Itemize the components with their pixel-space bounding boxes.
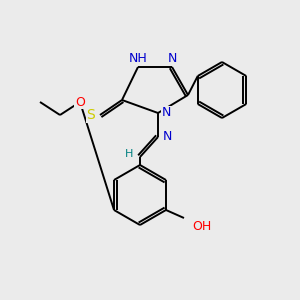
Text: N: N — [163, 130, 172, 143]
Text: N: N — [167, 52, 177, 65]
Text: S: S — [86, 108, 95, 122]
Text: O: O — [75, 95, 85, 109]
Text: NH: NH — [129, 52, 147, 65]
Text: H: H — [124, 149, 133, 159]
Text: N: N — [162, 106, 171, 119]
Text: OH: OH — [192, 220, 211, 233]
